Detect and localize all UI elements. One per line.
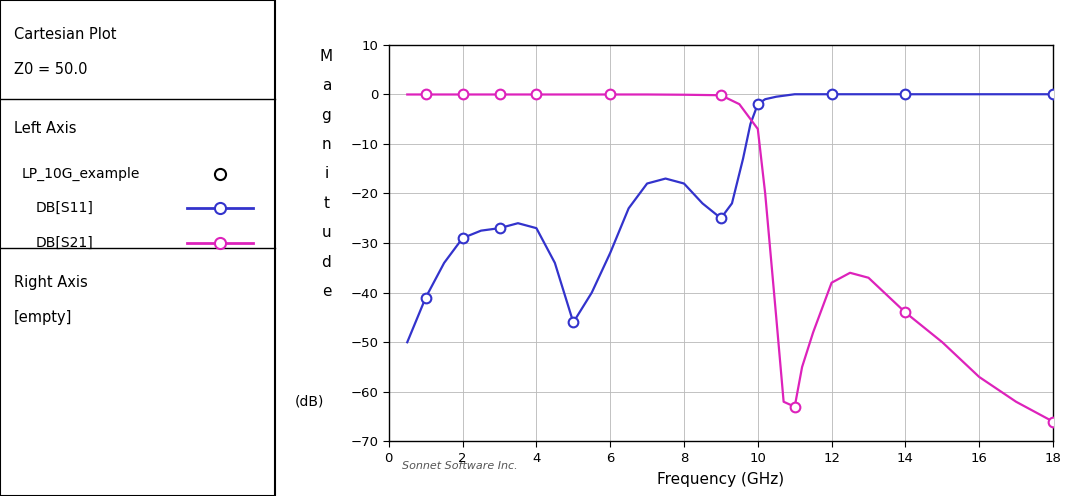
Text: i: i — [324, 167, 328, 182]
Text: e: e — [322, 284, 332, 299]
Text: d: d — [322, 254, 332, 270]
Text: Sonnet Software Inc.: Sonnet Software Inc. — [402, 461, 517, 471]
Text: u: u — [322, 225, 332, 240]
Text: Z0 = 50.0: Z0 = 50.0 — [14, 62, 87, 77]
Text: t: t — [323, 196, 329, 211]
Text: DB[S11]: DB[S11] — [36, 201, 94, 215]
Text: Left Axis: Left Axis — [14, 122, 77, 136]
Text: (dB): (dB) — [295, 395, 324, 409]
Text: DB[S21]: DB[S21] — [36, 236, 94, 250]
Text: Right Axis: Right Axis — [14, 275, 87, 290]
Text: [empty]: [empty] — [14, 310, 72, 325]
Text: a: a — [322, 78, 332, 93]
Text: Cartesian Plot: Cartesian Plot — [14, 27, 117, 42]
Text: g: g — [322, 108, 332, 123]
X-axis label: Frequency (GHz): Frequency (GHz) — [658, 472, 784, 487]
Text: n: n — [322, 137, 332, 152]
Text: LP_10G_example: LP_10G_example — [22, 167, 140, 181]
Text: M: M — [320, 49, 333, 64]
